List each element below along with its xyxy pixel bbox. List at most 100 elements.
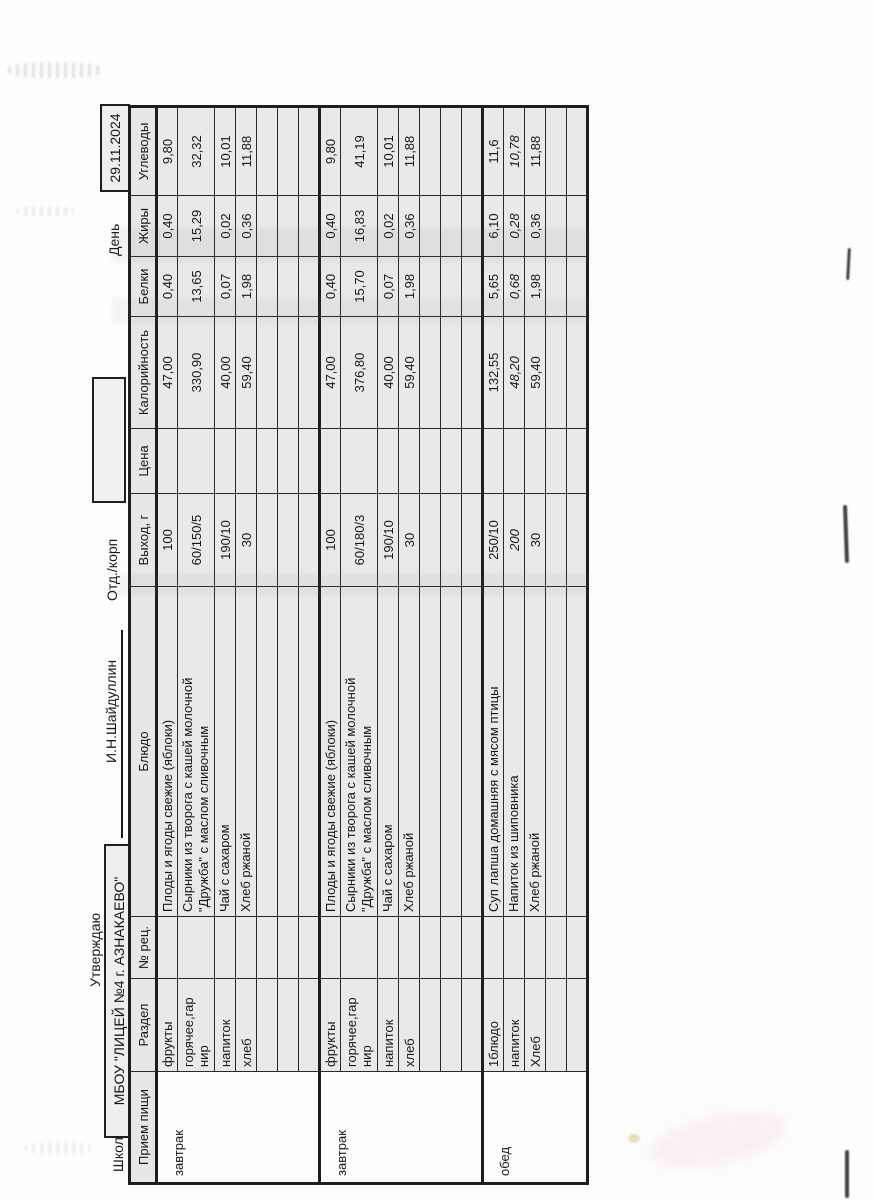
cell-carbs: 10,01 bbox=[214, 106, 236, 196]
cell-protein: 15,70 bbox=[340, 256, 378, 317]
cell-razdel: Хлеб bbox=[524, 978, 546, 1072]
cell-recipe bbox=[235, 916, 257, 979]
menu-row: хлеб Хлеб ржаной 30 59,40 1,98 0,36 11,88 bbox=[235, 106, 257, 1184]
cell-price bbox=[156, 428, 178, 494]
cell-razdel: напиток bbox=[377, 978, 399, 1072]
cell-dish bbox=[566, 586, 588, 917]
cell-recipe bbox=[156, 916, 178, 979]
cell-kcal bbox=[256, 316, 278, 429]
cell-kcal: 59,40 bbox=[524, 316, 546, 429]
cell-fat: 0,36 bbox=[235, 195, 257, 257]
header-row: Прием пищи Раздел № рец. Блюдо Выход, г Цена К… bbox=[129, 106, 157, 1184]
cell-fat bbox=[440, 195, 462, 257]
cell-razdel bbox=[566, 978, 588, 1072]
cell-protein bbox=[298, 256, 320, 317]
cell-price bbox=[545, 428, 567, 494]
cell-output bbox=[545, 493, 567, 587]
meal-cell-завтрак: завтрак bbox=[319, 1071, 483, 1184]
cell-razdel: хлеб bbox=[235, 978, 257, 1072]
cell-fat: 0,02 bbox=[214, 195, 236, 257]
empty-row bbox=[256, 106, 278, 1184]
col-header-3: Блюдо bbox=[129, 586, 157, 917]
empty-row bbox=[419, 106, 441, 1184]
cell-fat: 0,40 bbox=[156, 195, 178, 257]
empty-row bbox=[277, 106, 299, 1184]
cell-recipe bbox=[419, 916, 441, 979]
empty-row bbox=[461, 106, 483, 1184]
cell-dish: Суп лапша домашняя с мясом птицы bbox=[482, 586, 504, 917]
cell-protein: 0,07 bbox=[377, 256, 399, 317]
date-value: 29.11.2024 bbox=[107, 113, 123, 183]
menu-row: завтрак фрукты Плоды и ягоды свежие (яблок… bbox=[319, 106, 483, 1184]
cell-fat: 0,02 bbox=[377, 195, 399, 257]
cell-carbs: 41,19 bbox=[340, 106, 378, 196]
cell-price bbox=[482, 428, 504, 494]
cell-carbs: 11,88 bbox=[235, 106, 257, 196]
cell-razdel bbox=[545, 978, 567, 1072]
cell-output bbox=[298, 493, 320, 587]
cell-recipe bbox=[377, 916, 399, 979]
cell-output: 250/10 bbox=[482, 493, 504, 587]
school-name: МБОУ "ЛИЦЕЙ №4 г. АЗНАКАЕВО" bbox=[110, 876, 127, 1106]
cell-razdel: хлеб bbox=[398, 978, 420, 1072]
cell-recipe bbox=[277, 916, 299, 979]
cell-price bbox=[503, 428, 525, 494]
cell-dish bbox=[440, 586, 462, 917]
cell-carbs bbox=[419, 106, 441, 196]
cell-kcal: 47,00 bbox=[319, 316, 341, 429]
cell-price bbox=[398, 428, 420, 494]
cell-dish bbox=[419, 586, 441, 917]
menu-row: напиток Напиток из шиповника 200 48,20 0,68 0… bbox=[503, 106, 525, 1184]
cell-razdel: фрукты bbox=[319, 978, 341, 1072]
cell-recipe bbox=[214, 916, 236, 979]
cell-dish: Сырники из творога с кашей молочной "Дру… bbox=[177, 586, 215, 917]
cell-kcal bbox=[277, 316, 299, 429]
cell-razdel bbox=[419, 978, 441, 1072]
cell-output: 190/10 bbox=[214, 493, 236, 587]
cell-recipe bbox=[340, 916, 378, 979]
col-header-6: Калорийность bbox=[129, 316, 157, 429]
cell-kcal bbox=[566, 316, 588, 429]
cell-dish bbox=[461, 586, 483, 917]
cell-fat: 15,29 bbox=[177, 195, 215, 257]
cell-output bbox=[277, 493, 299, 587]
cell-fat bbox=[419, 195, 441, 257]
department-label: Отд./корп bbox=[104, 538, 120, 601]
cell-recipe bbox=[256, 916, 278, 979]
cell-kcal: 40,00 bbox=[214, 316, 236, 429]
col-header-9: Углеводы bbox=[129, 106, 157, 196]
cell-carbs: 10,78 bbox=[503, 106, 525, 196]
cell-fat: 0,36 bbox=[524, 195, 546, 257]
cell-protein: 0,07 bbox=[214, 256, 236, 317]
cell-fat bbox=[461, 195, 483, 257]
cell-protein bbox=[419, 256, 441, 317]
cell-output bbox=[419, 493, 441, 587]
menu-row: обед 1блюдо Суп лапша домашняя с мясом пти… bbox=[482, 106, 588, 1184]
cell-price bbox=[235, 428, 257, 494]
cell-fat bbox=[256, 195, 278, 257]
cell-dish: Хлеб ржаной bbox=[524, 586, 546, 917]
cell-protein bbox=[277, 256, 299, 317]
cell-fat bbox=[545, 195, 567, 257]
cell-price bbox=[277, 428, 299, 494]
empty-row bbox=[545, 106, 567, 1184]
cell-protein bbox=[545, 256, 567, 317]
cell-kcal: 330,90 bbox=[177, 316, 215, 429]
approver-name: И.Н.Шайдуллин bbox=[103, 659, 119, 763]
cell-fat bbox=[277, 195, 299, 257]
cell-carbs: 9,80 bbox=[156, 106, 178, 196]
date-box: 29.11.2024 bbox=[100, 104, 130, 192]
cell-carbs: 10,01 bbox=[377, 106, 399, 196]
cell-kcal bbox=[440, 316, 462, 429]
cell-kcal: 59,40 bbox=[235, 316, 257, 429]
cell-price bbox=[566, 428, 588, 494]
cell-razdel bbox=[440, 978, 462, 1072]
cell-recipe bbox=[503, 916, 525, 979]
cell-dish: Хлеб ржаной bbox=[398, 586, 420, 917]
cell-output: 190/10 bbox=[377, 493, 399, 587]
cell-dish: Напиток из шиповника bbox=[503, 586, 525, 917]
cell-output: 30 bbox=[398, 493, 420, 587]
cell-carbs: 11,88 bbox=[398, 106, 420, 196]
cell-dish bbox=[298, 586, 320, 917]
